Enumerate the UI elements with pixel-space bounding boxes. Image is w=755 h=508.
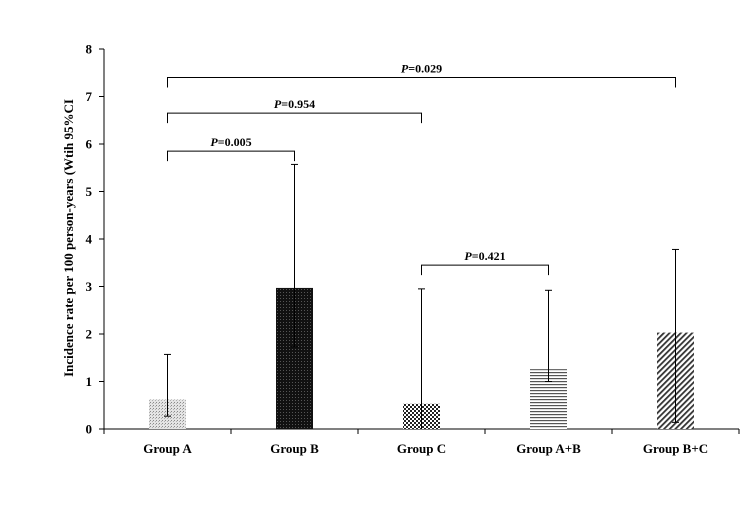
x-category-label: Group A+B <box>516 441 581 456</box>
p-value-label: P=0.421 <box>464 249 505 263</box>
y-tick-label: 8 <box>86 42 93 57</box>
y-tick-label: 7 <box>86 89 93 104</box>
significance-bracket <box>421 264 549 276</box>
significance-bracket <box>167 150 295 162</box>
y-tick-label: 3 <box>86 279 93 294</box>
y-axis-label: Incidence rate per 100 person-years (Wti… <box>61 99 76 377</box>
x-category-label: Group B+C <box>643 441 708 456</box>
p-value-label: P=0.005 <box>210 135 251 149</box>
y-tick-label: 1 <box>86 374 93 389</box>
y-tick-label: 6 <box>86 137 93 152</box>
significance-bracket <box>167 77 676 88</box>
axes: 0 1 2 3 4 5 6 7 8 Group A Group B Group C Group A+B G… <box>86 42 740 456</box>
x-category-label: Group C <box>397 441 446 456</box>
y-tick-label: 5 <box>86 184 93 199</box>
significance-brackets: P=0.029 P=0.954 P=0.005 P=0.421 <box>167 62 676 276</box>
error-bars <box>164 163 679 429</box>
significance-bracket <box>167 112 422 124</box>
y-tick-label: 4 <box>86 232 93 247</box>
p-value-label: P=0.954 <box>274 97 315 111</box>
x-category-label: Group B <box>270 441 319 456</box>
p-value-label: P=0.029 <box>401 62 442 76</box>
y-tick-label: 2 <box>86 327 93 342</box>
y-tick-label: 0 <box>86 422 93 437</box>
x-category-label: Group A <box>143 441 192 456</box>
